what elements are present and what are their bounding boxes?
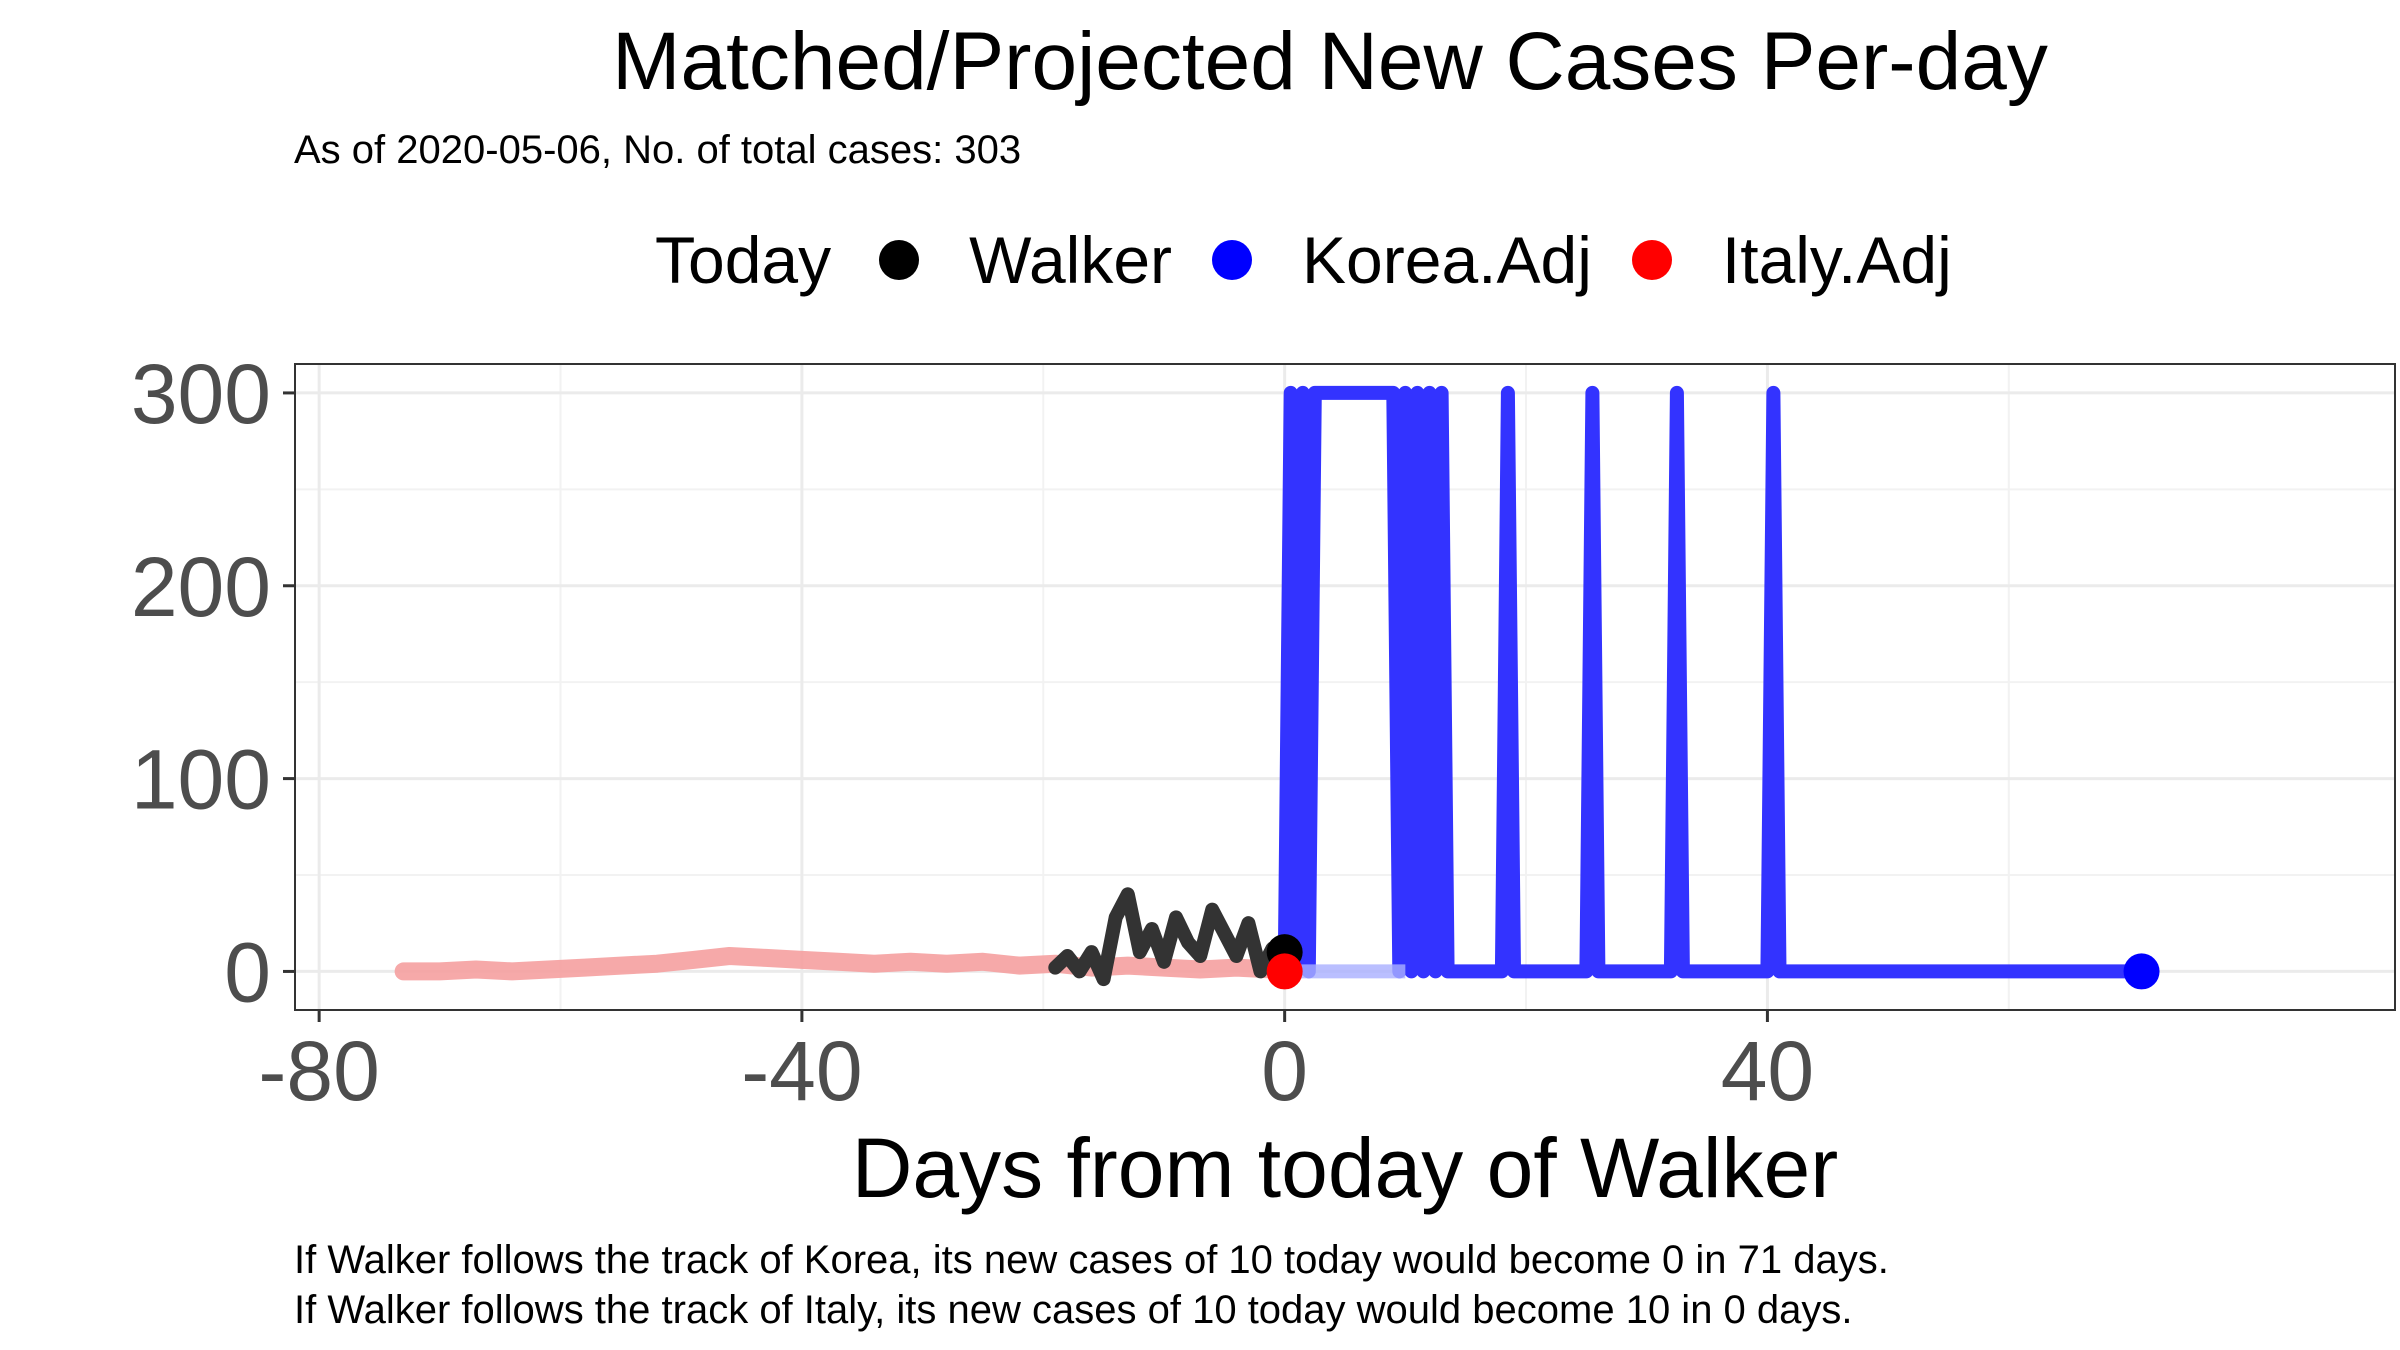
x-axis-label: Days from today of Walker xyxy=(851,1121,1839,1215)
legend-dot-korea xyxy=(1212,240,1253,280)
legend-dot-italy xyxy=(1631,240,1672,280)
legend-label-walker: Walker xyxy=(969,223,1173,297)
y-tick-label: 100 xyxy=(131,733,271,827)
marker-korea xyxy=(2123,953,2160,990)
annotation-korea: If Walker follows the track of Korea, it… xyxy=(294,1238,1889,1282)
y-tick-label: 0 xyxy=(224,925,271,1019)
plot-border xyxy=(294,363,2396,1011)
series-line-walker xyxy=(1048,887,1292,987)
legend-dot-walker xyxy=(879,240,920,280)
series-line-italy xyxy=(394,947,1294,981)
x-tick-label: -40 xyxy=(741,1024,862,1118)
legend-label-italy: Italy.Adj xyxy=(1721,223,1952,297)
x-tick-label: 40 xyxy=(1721,1024,1814,1118)
legend-label-korea: Korea.Adj xyxy=(1302,223,1592,297)
series-line-korea xyxy=(1277,385,2149,979)
legend-title: Today xyxy=(655,223,832,297)
legend-item-italy: Italy.Adj xyxy=(1631,222,1952,298)
marker-layer xyxy=(1266,934,2160,990)
legend: Today Walker Korea.Adj Italy.Adj xyxy=(655,220,1992,300)
plot-panel xyxy=(295,364,2395,1010)
x-tick-label: 0 xyxy=(1261,1024,1308,1118)
axes: -80 -40 0 40 0 100 200 300 xyxy=(131,347,1814,1118)
marker-italy xyxy=(1266,953,1303,990)
series-layer xyxy=(394,385,2149,987)
x-tick-label: -80 xyxy=(258,1024,379,1118)
legend-item-walker: Walker xyxy=(879,222,1172,298)
annotation-italy: If Walker follows the track of Italy, it… xyxy=(294,1288,1853,1332)
y-tick-label: 300 xyxy=(131,347,271,441)
chart-title: Matched/Projected New Cases Per-day xyxy=(612,16,2048,107)
legend-item-korea: Korea.Adj xyxy=(1212,222,1592,298)
chart-subtitle: As of 2020-05-06, No. of total cases: 30… xyxy=(294,128,1022,172)
y-tick-label: 200 xyxy=(131,540,271,634)
